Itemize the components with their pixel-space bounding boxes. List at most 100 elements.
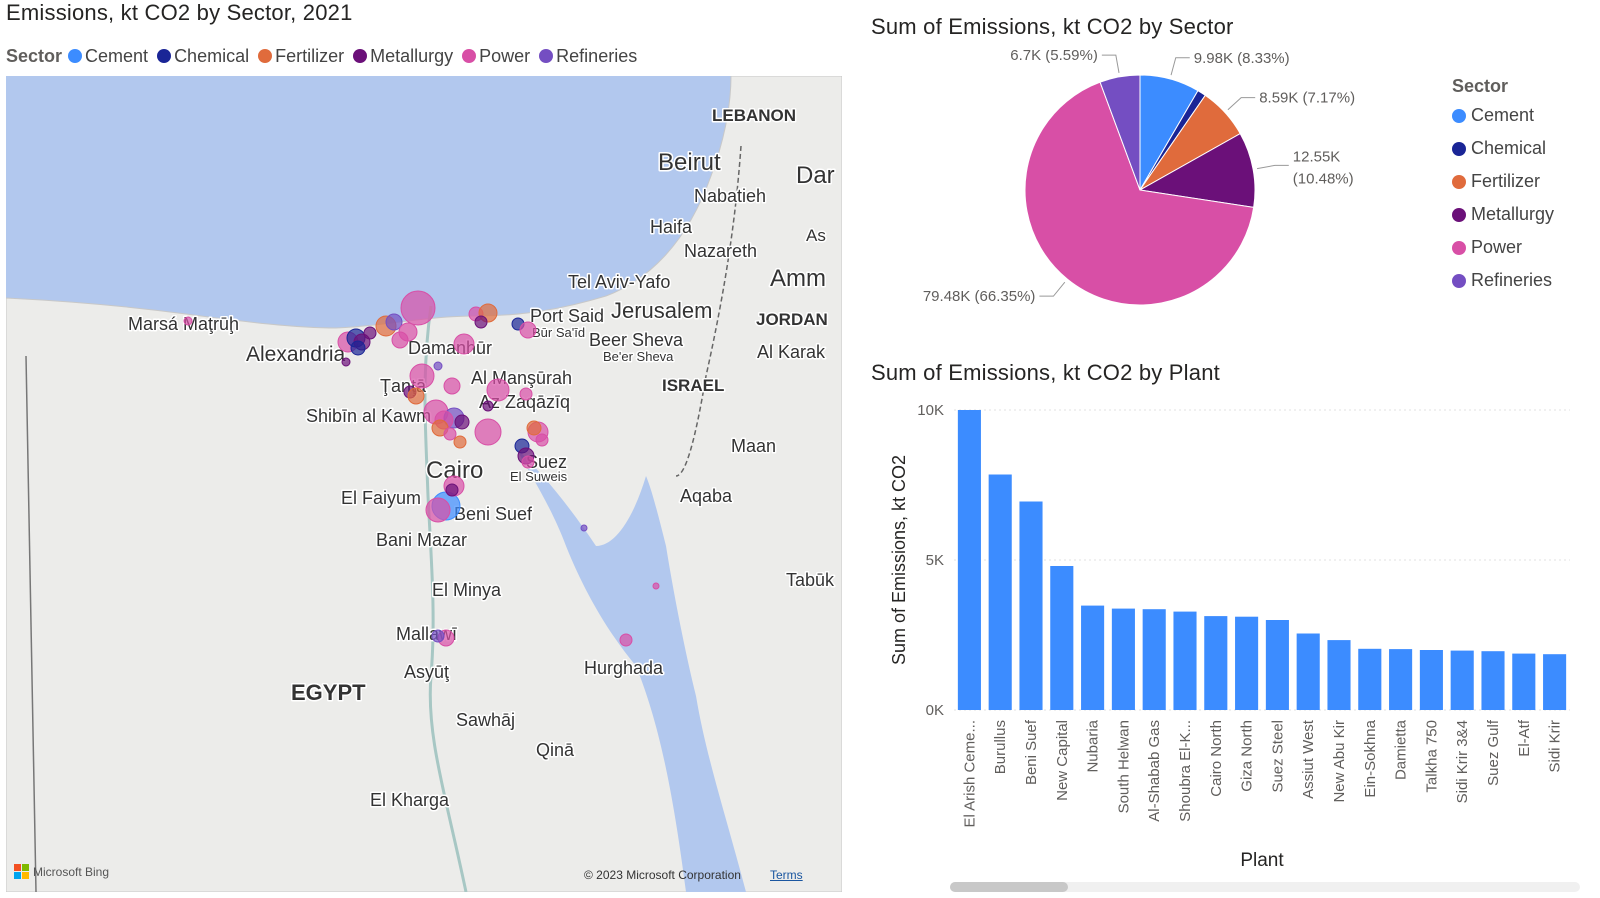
map-bubble-metallurgy[interactable] <box>445 483 459 497</box>
bar-mark[interactable] <box>1142 609 1166 710</box>
pie-slice-metallurgy[interactable] <box>1138 132 1256 208</box>
pie-legend-item-fertilizer[interactable]: Fertilizer <box>1452 171 1554 192</box>
bar-xtick-label: Sidi Krir 3&4 <box>1454 720 1471 803</box>
bar-mark[interactable] <box>1358 648 1382 710</box>
bar-mark[interactable] <box>1419 650 1443 710</box>
bar-mark[interactable] <box>1481 651 1505 710</box>
map-legend-label: Refineries <box>556 45 638 66</box>
bar-mark[interactable] <box>1450 650 1474 710</box>
legend-dot-icon <box>1452 141 1466 156</box>
pie-chart-title: Sum of Emissions, kt CO2 by Sector <box>871 14 1234 39</box>
bar-mark[interactable] <box>1111 608 1135 710</box>
map-bubble-power[interactable] <box>453 333 475 355</box>
map-bubble-power[interactable] <box>519 387 533 401</box>
map-place-label: Aqaba <box>680 486 733 506</box>
map-bubble-power[interactable] <box>409 363 435 389</box>
map-place-label: Marsá Maţrūḩ <box>128 314 239 334</box>
bar-mark[interactable] <box>1173 611 1197 710</box>
map-bubble-power[interactable] <box>425 497 451 523</box>
bar-mark[interactable] <box>1327 640 1351 710</box>
map-bubble-metallurgy[interactable] <box>363 326 377 340</box>
map-bubble-refineries[interactable] <box>580 524 588 532</box>
map-visual[interactable]: LEBANON Beirut Dar Nabatieh Haifa As Nazareth A… <box>6 76 842 892</box>
map-bubble-refineries[interactable] <box>385 313 403 331</box>
map-bubble-fertilizer[interactable] <box>407 387 425 405</box>
map-bubble-metallurgy[interactable] <box>341 357 351 367</box>
map-bubble-fertilizer[interactable] <box>526 420 542 436</box>
pie-legend-item-power[interactable]: Power <box>1452 237 1554 258</box>
pie-slice-power[interactable] <box>1024 81 1255 306</box>
bar-ytick-label: 5K <box>926 552 944 569</box>
map-legend-item-chemical[interactable]: Chemical <box>157 46 249 67</box>
microsoft-logo-icon <box>14 864 29 879</box>
bar-mark[interactable] <box>988 474 1012 711</box>
bar-chart-scrollbar[interactable] <box>950 882 1580 892</box>
bar-mark[interactable] <box>1389 649 1413 710</box>
map-bubble-power[interactable] <box>391 331 409 349</box>
bar-xtick-label: Beni Suef <box>1023 719 1040 785</box>
map-bubble-power[interactable] <box>535 433 549 447</box>
pie-legend-item-metallurgy[interactable]: Metallurgy <box>1452 204 1554 225</box>
map-place-label: Tel Aviv-Yafo <box>568 272 670 292</box>
map-bubble-power[interactable] <box>521 455 535 469</box>
bar-mark[interactable] <box>957 410 981 710</box>
map-bubble-power[interactable] <box>519 321 537 339</box>
map-legend-item-power[interactable]: Power <box>462 46 530 67</box>
map-bubble-power[interactable] <box>443 427 457 441</box>
map-place-label: Al Karak <box>757 342 826 362</box>
map-place-label: Tabūk <box>786 570 835 590</box>
bar-mark[interactable] <box>1204 616 1228 710</box>
pie-leader-line <box>1170 57 1190 76</box>
bar-mark[interactable] <box>1543 654 1567 710</box>
bar-y-axis-title: Sum of Emissions, kt CO2 <box>889 455 909 665</box>
pie-leader-line <box>1256 164 1289 170</box>
map-legend-title: Sector <box>6 45 63 66</box>
map-terms-link[interactable]: Terms <box>770 868 803 882</box>
map-bubble-chemical[interactable] <box>350 340 366 356</box>
map-legend-item-cement[interactable]: Cement <box>68 46 148 67</box>
map-legend-item-refineries[interactable]: Refineries <box>539 46 637 67</box>
bar-mark[interactable] <box>1019 501 1043 711</box>
map-bubble-power[interactable] <box>443 377 461 395</box>
map-place-label: Be'er Sheva <box>603 349 674 364</box>
pie-legend-item-cement[interactable]: Cement <box>1452 105 1554 126</box>
map-place-label: Jerusalem <box>611 298 712 323</box>
bar-chart-scrollbar-thumb[interactable] <box>950 882 1068 892</box>
map-bubble-metallurgy[interactable] <box>454 414 470 430</box>
bar-mark[interactable] <box>1235 616 1259 710</box>
pie-legend-item-chemical[interactable]: Chemical <box>1452 138 1554 159</box>
map-place-label: Nazareth <box>684 241 757 261</box>
map-bubble-refineries[interactable] <box>431 629 445 643</box>
map-bubble-power[interactable] <box>400 290 436 326</box>
bar-mark[interactable] <box>1050 566 1074 710</box>
map-bubble-fertilizer[interactable] <box>453 435 467 449</box>
pie-chart[interactable]: 9.98K (8.33%) 8.59K (7.17%) 12.55K (10.48%)… <box>900 50 1460 330</box>
bar-mark[interactable] <box>1512 653 1536 710</box>
map-place-label: JORDAN <box>756 310 828 329</box>
pie-slice-refineries[interactable] <box>1099 74 1141 191</box>
map-legend-item-fertilizer[interactable]: Fertilizer <box>258 46 344 67</box>
bar-xtick-label: Nubaria <box>1085 719 1102 772</box>
pie-data-label: 12.55K (10.48%) <box>1293 148 1354 187</box>
bar-mark[interactable] <box>1265 620 1289 710</box>
map-place-label: EGYPT <box>291 680 366 705</box>
map-bubble-metallurgy[interactable] <box>482 400 494 412</box>
map-place-label: El Suweis <box>510 469 568 484</box>
map-place-label: Amm <box>770 265 826 292</box>
map-bubble-refineries[interactable] <box>433 361 443 371</box>
bar-xtick-label: Cairo North <box>1208 720 1225 797</box>
map-bubble-power[interactable] <box>652 582 660 590</box>
bar-mark[interactable] <box>1296 633 1320 711</box>
map-bubble-power[interactable] <box>474 418 502 446</box>
map-bubble-power[interactable] <box>619 633 633 647</box>
map-bubble-power[interactable] <box>183 316 193 326</box>
map-bubble-power[interactable] <box>486 378 510 402</box>
map-legend-item-metallurgy[interactable]: Metallurgy <box>353 46 453 67</box>
map-bubble-metallurgy[interactable] <box>474 315 488 329</box>
map-place-label: El Kharga <box>370 790 450 810</box>
bar-mark[interactable] <box>1081 605 1105 710</box>
pie-legend-item-refineries[interactable]: Refineries <box>1452 270 1554 291</box>
bar-chart[interactable]: 0K 5K 10K El Arish Ceme... Burullus Beni Suef… <box>870 390 1590 885</box>
legend-dot-icon <box>258 49 273 63</box>
